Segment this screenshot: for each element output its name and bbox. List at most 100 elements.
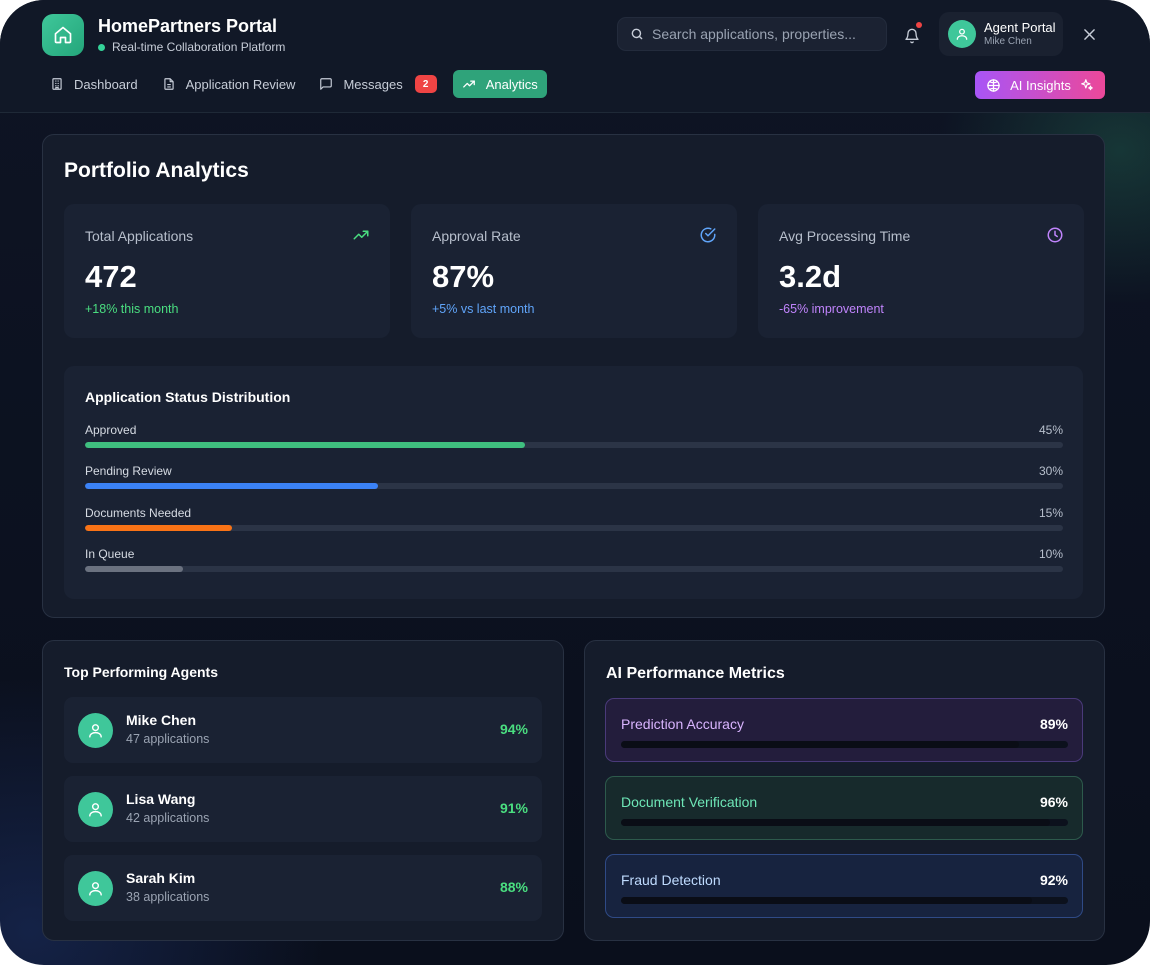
agent-score: 88% [499, 879, 528, 895]
building-icon [52, 78, 62, 90]
distribution-title: Application Status Distribution [85, 389, 291, 405]
ai-insights-label: AI Insights [1010, 77, 1071, 93]
document-icon [163, 78, 174, 90]
nav-messages-label: Messages [343, 76, 403, 92]
distribution-row-in-queue: In Queue 10% [85, 547, 1063, 587]
profile-text: Agent Portal Mike Chen [984, 20, 1056, 48]
stat-change: +5% vs last month [432, 302, 535, 316]
search-icon [631, 28, 643, 40]
agent-avatar-icon [78, 713, 113, 748]
stat-card-total-applications: Total Applications 472 +18% this month [64, 204, 390, 338]
agent-row[interactable]: Lisa Wang 42 applications 91% [64, 776, 542, 842]
distribution-label: Pending Review [85, 464, 172, 478]
messages-count-badge: 2 [414, 75, 437, 93]
portfolio-analytics-panel: Portfolio Analytics Total Applications 4… [42, 134, 1105, 618]
agent-applications: 42 applications [126, 811, 210, 825]
profile-user: Mike Chen [984, 36, 1032, 47]
agent-name: Mike Chen [126, 712, 197, 728]
agents-title: Top Performing Agents [64, 664, 218, 680]
distribution-label: In Queue [85, 547, 135, 561]
distribution-track [85, 566, 1063, 572]
home-logo-icon[interactable] [42, 14, 84, 56]
stat-label: Approval Rate [432, 228, 521, 244]
agent-row[interactable]: Mike Chen 47 applications 94% [64, 697, 542, 763]
distribution-percent: 10% [1038, 547, 1063, 561]
stat-change: +18% this month [85, 302, 179, 316]
distribution-track [85, 525, 1063, 531]
search-box[interactable] [617, 17, 887, 51]
nav-analytics[interactable]: Analytics [452, 70, 547, 98]
ai-metric-label: Document Verification [621, 794, 758, 810]
ai-metric-value: 89% [1039, 716, 1068, 732]
ai-metric-bar [621, 819, 1051, 826]
agent-score: 94% [499, 721, 528, 737]
status-distribution-card: Application Status Distribution Approved… [64, 366, 1083, 599]
app-subtitle-text: Real-time Collaboration Platform [112, 40, 286, 54]
notifications-bell-icon[interactable] [902, 22, 922, 46]
profile-menu[interactable]: Agent Portal Mike Chen [939, 12, 1063, 56]
close-icon[interactable] [1080, 25, 1098, 43]
distribution-percent: 30% [1038, 464, 1063, 478]
agent-score: 91% [499, 800, 528, 816]
brain-icon [987, 78, 1000, 92]
ai-metric-value: 92% [1039, 872, 1068, 888]
distribution-row-pending-review: Pending Review 30% [85, 464, 1063, 504]
ai-metric-track [621, 819, 1068, 826]
distribution-track [85, 483, 1063, 489]
distribution-percent: 15% [1038, 506, 1063, 520]
trending-up-icon [353, 230, 369, 240]
app-subtitle: Real-time Collaboration Platform [98, 40, 285, 54]
top-agents-panel: Top Performing Agents Mike Chen 47 appli… [42, 640, 564, 941]
ai-metric-label: Prediction Accuracy [621, 716, 744, 732]
distribution-row-approved: Approved 45% [85, 423, 1063, 463]
nav-application-review[interactable]: Application Review [154, 70, 304, 98]
main-nav: Dashboard Application Review Messages 2 … [42, 70, 555, 98]
ai-metric-card: Fraud Detection 92% [605, 854, 1083, 918]
distribution-percent: 45% [1038, 423, 1063, 437]
ai-metrics-title: AI Performance Metrics [606, 665, 785, 682]
distribution-bar [85, 442, 526, 448]
agent-applications: 38 applications [126, 890, 210, 904]
check-circle-icon [700, 227, 716, 243]
nav-messages[interactable]: Messages 2 [311, 70, 444, 98]
message-icon [320, 78, 333, 90]
clock-icon [1047, 227, 1063, 243]
ai-metric-card: Document Verification 96% [605, 776, 1083, 840]
stat-label: Total Applications [85, 228, 194, 244]
stat-card-avg-processing-time: Avg Processing Time 3.2d -65% improvemen… [758, 204, 1084, 338]
notification-dot [916, 22, 922, 28]
agent-avatar-icon [78, 792, 113, 827]
agent-name: Lisa Wang [126, 791, 196, 807]
distribution-bar [85, 566, 183, 572]
ai-metric-track [621, 897, 1068, 904]
nav-dashboard[interactable]: Dashboard [42, 70, 146, 98]
ai-insights-button[interactable]: AI Insights [975, 71, 1105, 99]
distribution-track [85, 442, 1063, 448]
header: HomePartners Portal Real-time Collaborat… [0, 0, 1150, 113]
stat-value: 87% [432, 259, 495, 294]
agent-avatar-icon [78, 871, 113, 906]
ai-metrics-panel: AI Performance Metrics Prediction Accura… [584, 640, 1105, 941]
nav-dashboard-label: Dashboard [74, 76, 138, 92]
distribution-bar [85, 525, 232, 531]
sparkles-icon [1081, 79, 1093, 91]
live-status-dot-icon [98, 43, 105, 51]
user-avatar-icon [948, 20, 976, 48]
ai-metric-card: Prediction Accuracy 89% [605, 698, 1083, 762]
search-input[interactable] [652, 26, 867, 42]
stat-card-approval-rate: Approval Rate 87% +5% vs last month [411, 204, 737, 338]
ai-metric-bar [621, 897, 1033, 904]
ai-metric-track [621, 741, 1068, 748]
distribution-label: Documents Needed [85, 506, 192, 520]
agent-applications: 47 applications [126, 732, 210, 746]
app-title: HomePartners Portal [98, 16, 278, 36]
ai-metric-label: Fraud Detection [621, 872, 721, 888]
nav-analytics-label: Analytics [485, 76, 538, 92]
agent-row[interactable]: Sarah Kim 38 applications 88% [64, 855, 542, 921]
stat-label: Avg Processing Time [779, 228, 911, 244]
stat-value: 3.2d [779, 259, 842, 294]
stat-change: -65% improvement [779, 302, 884, 316]
stat-value: 472 [85, 259, 137, 294]
distribution-label: Approved [85, 423, 137, 437]
